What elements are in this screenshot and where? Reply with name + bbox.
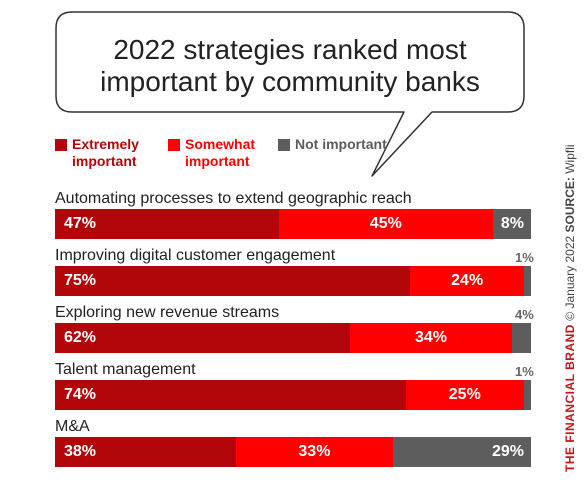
chart-title-line-1: 2022 strategies ranked most [113,34,467,65]
bar-row: 38% 33% 29% [55,437,531,467]
source-name: Wipfli [563,144,577,174]
legend-label-not-important: Not important [295,136,387,152]
source-label: SOURCE: [563,177,577,233]
bar-row: 74% 25% [55,380,531,410]
data-label: 74% [64,386,97,403]
bar-segment-somewhat: 25% [405,380,524,410]
data-label: 29% [491,443,524,460]
bar-row: 62% 34% [55,323,531,353]
legend-label-somewhat-important: Somewhat important [185,136,256,169]
data-label: 8% [500,215,524,232]
bar-segment-extremely: 38% [55,437,236,467]
bar-segment-not [524,380,531,410]
data-label: 24% [451,272,484,289]
legend-swatch-not-important [278,139,290,151]
category-label: Automating processes to extend geographi… [55,190,412,207]
chart-title-line-2: important by community banks [100,66,480,97]
data-label: 33% [298,443,331,460]
data-label: 1% [515,250,534,265]
legend-swatch-extremely-important [55,139,67,151]
bar-row: 75% 24% [55,266,531,296]
category-label: Improving digital customer engagement [55,247,336,264]
legend-swatch-somewhat-important [168,139,180,151]
bar-segment-extremely: 74% [55,380,406,410]
bar-segment-somewhat: 45% [278,209,493,239]
category-label: Exploring new revenue streams [55,304,280,321]
data-label: 25% [448,386,481,403]
data-label: 62% [64,329,97,346]
legend-item-not-important: Not important [278,136,395,153]
bar-row: 47% 45% 8% [55,209,531,239]
legend-label-extremely-important: Extremely important [72,136,139,169]
legend-item-extremely-important: Extremely important [55,136,172,170]
data-label: 1% [515,364,534,379]
bar-segment-somewhat: 33% [235,437,393,467]
bar-segment-not [524,266,531,296]
source-credit: THE FINANCIAL BRAND © January 2022 SOURC… [563,144,577,472]
chart-title: 2022 strategies ranked most important by… [55,34,525,98]
title-speech-bubble [55,11,525,177]
data-label: 38% [64,443,97,460]
data-label: 34% [415,329,448,346]
data-label: 4% [515,307,534,322]
legend-item-somewhat-important: Somewhat important [168,136,285,170]
category-label: Talent management [55,361,196,378]
bar-segment-extremely: 75% [55,266,411,296]
bar-segment-somewhat: 24% [410,266,524,296]
bar-segment-not: 29% [392,437,531,467]
bar-segment-not [511,323,531,353]
bar-segment-extremely: 62% [55,323,351,353]
data-label: 45% [369,215,402,232]
data-label: 75% [64,272,97,289]
data-label: 47% [64,215,97,232]
category-label: M&A [55,418,90,435]
brand-name: THE FINANCIAL BRAND [563,324,577,472]
copyright-text: © January 2022 [563,235,577,321]
bar-segment-not: 8% [492,209,531,239]
bar-segment-extremely: 47% [55,209,279,239]
bar-segment-somewhat: 34% [350,323,512,353]
